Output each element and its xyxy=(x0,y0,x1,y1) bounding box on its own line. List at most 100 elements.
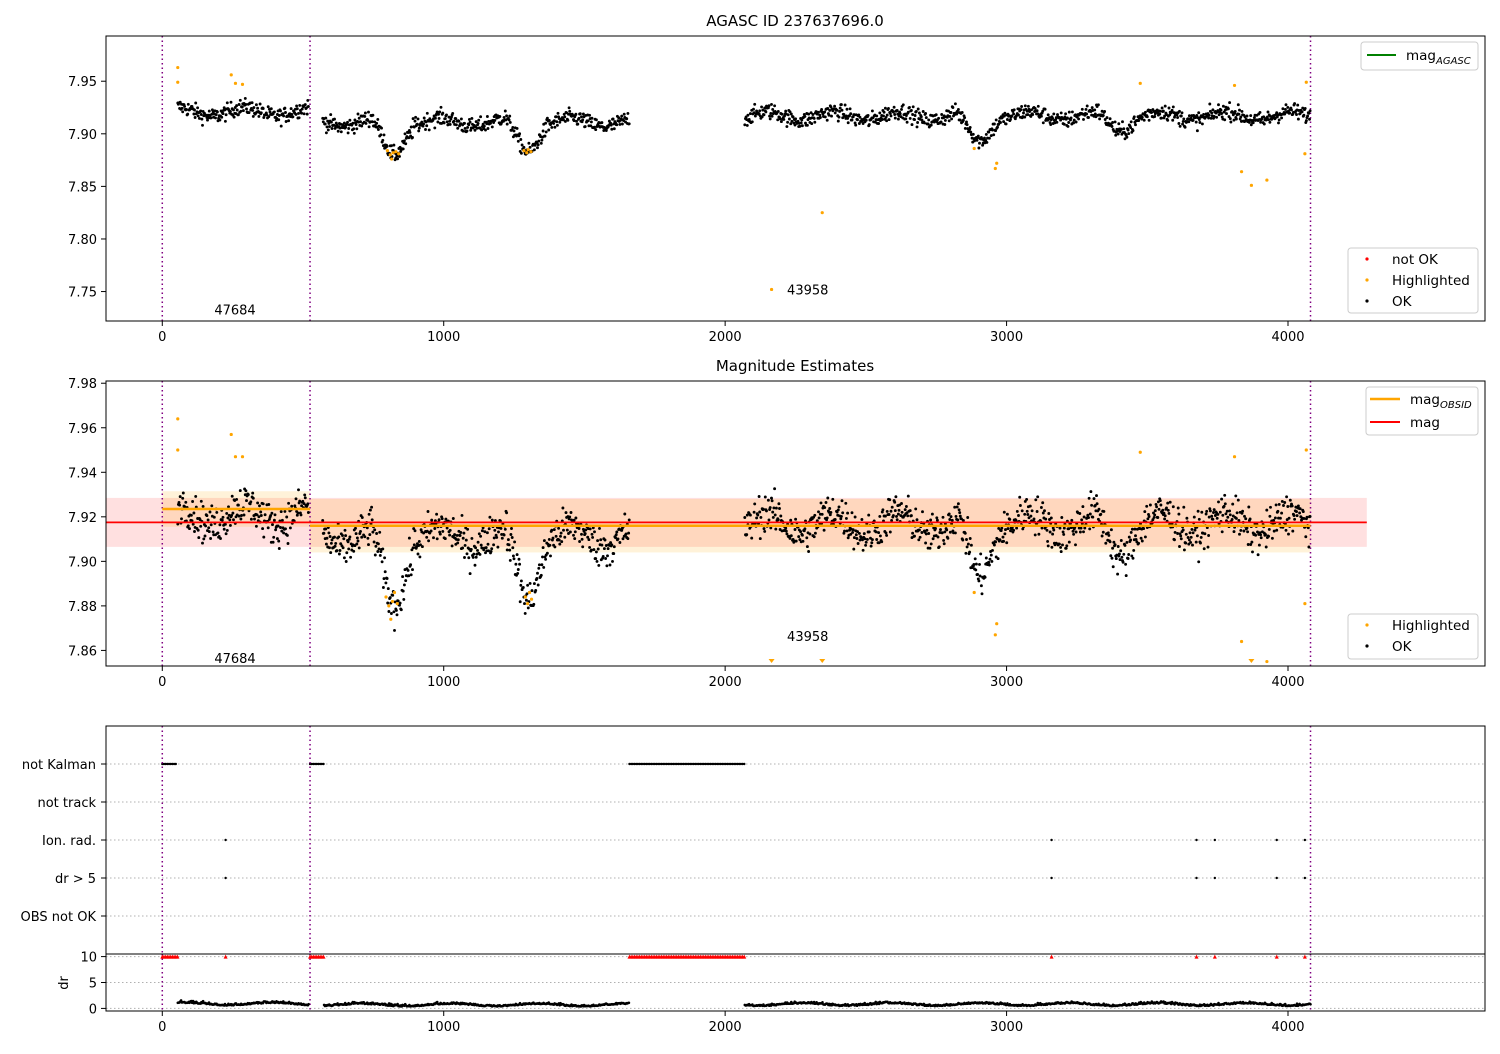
ok-point xyxy=(1010,526,1014,530)
ok-point xyxy=(1293,102,1297,106)
ok-point xyxy=(820,512,824,516)
flag-point xyxy=(315,762,318,766)
ok-point xyxy=(1256,553,1260,557)
ok-point xyxy=(1264,545,1268,549)
ok-point xyxy=(379,550,383,554)
x-tick-label: 0 xyxy=(158,1020,166,1035)
ok-point xyxy=(789,122,793,126)
flag-point xyxy=(660,762,663,766)
ok-point xyxy=(344,125,348,129)
ok-point xyxy=(921,510,924,514)
flag-point xyxy=(726,762,729,766)
ok-point xyxy=(284,111,287,114)
ok-point xyxy=(987,136,991,140)
ok-point xyxy=(425,535,429,539)
ok-point xyxy=(445,120,449,124)
ok-point xyxy=(383,556,387,560)
ok-point xyxy=(846,536,850,540)
y-tick-label: 5 xyxy=(89,977,97,992)
ok-point xyxy=(1286,505,1290,508)
ok-point xyxy=(1005,512,1009,516)
ok-point xyxy=(389,612,393,615)
ok-point xyxy=(539,573,543,577)
ok-point xyxy=(963,531,967,535)
highlighted-point xyxy=(525,151,529,155)
flag-point xyxy=(712,762,716,766)
ok-point xyxy=(576,122,580,126)
flag-point xyxy=(690,762,694,766)
ok-point xyxy=(502,115,506,119)
ok-point xyxy=(885,509,889,513)
ok-point xyxy=(783,114,786,118)
flag-row-label: OBS not OK xyxy=(21,910,97,925)
flag-point xyxy=(668,762,672,766)
ok-point xyxy=(537,563,541,567)
ok-point xyxy=(378,553,382,557)
ok-point xyxy=(443,117,447,121)
ok-point xyxy=(983,575,987,579)
ok-point xyxy=(893,509,897,513)
ok-point xyxy=(1298,511,1302,515)
flag-point xyxy=(697,762,700,766)
ok-point xyxy=(1088,527,1092,531)
ok-point xyxy=(1207,534,1211,537)
ok-point xyxy=(606,554,609,558)
ok-point xyxy=(352,131,356,135)
ok-point xyxy=(592,548,596,552)
ok-point xyxy=(478,552,482,556)
ok-point xyxy=(523,602,526,606)
ok-point xyxy=(999,529,1003,533)
ok-point xyxy=(437,518,441,522)
ok-point xyxy=(829,510,833,514)
ok-point xyxy=(199,524,203,528)
ok-point xyxy=(505,511,509,515)
ok-point xyxy=(600,121,604,125)
flag-point xyxy=(224,876,227,880)
ok-point xyxy=(333,535,336,539)
ok-point xyxy=(1182,548,1186,552)
ok-point xyxy=(1232,118,1236,122)
ok-point xyxy=(219,537,222,540)
ok-point xyxy=(601,555,605,558)
ok-point xyxy=(495,535,499,539)
ok-point xyxy=(1197,560,1201,564)
ok-point xyxy=(290,112,294,116)
ok-point xyxy=(1234,516,1238,520)
ok-point xyxy=(302,112,306,116)
ok-point xyxy=(976,134,980,138)
flag-point xyxy=(164,762,167,766)
ok-point xyxy=(300,504,304,508)
ok-point xyxy=(404,579,408,583)
ok-point xyxy=(511,125,515,129)
ok-point xyxy=(1277,118,1281,122)
ok-point xyxy=(1020,105,1024,108)
ok-point xyxy=(1217,500,1220,504)
ok-point xyxy=(1259,120,1263,124)
ok-point xyxy=(1134,537,1138,541)
flag-point xyxy=(719,762,722,766)
flag-point xyxy=(628,762,631,766)
ok-point xyxy=(608,563,612,567)
ok-point xyxy=(245,107,248,111)
dr-clipped-marker xyxy=(321,954,326,959)
ok-point xyxy=(479,115,483,119)
ok-point xyxy=(1256,530,1259,534)
ok-point xyxy=(991,548,994,552)
flag-point xyxy=(724,762,727,766)
ok-point xyxy=(885,119,889,123)
ok-point xyxy=(940,531,944,535)
flag-point xyxy=(636,762,640,766)
ok-point xyxy=(425,111,429,115)
ok-point xyxy=(1248,517,1252,521)
ok-point xyxy=(973,557,977,561)
ok-point xyxy=(1179,534,1183,538)
ok-point xyxy=(1122,552,1126,556)
ok-point xyxy=(1127,535,1131,539)
ok-point xyxy=(244,102,248,106)
ok-point xyxy=(430,518,434,522)
ok-point xyxy=(610,127,614,131)
ok-point xyxy=(857,113,861,117)
x-tick-label: 2000 xyxy=(709,1020,742,1035)
ok-point xyxy=(215,110,219,114)
